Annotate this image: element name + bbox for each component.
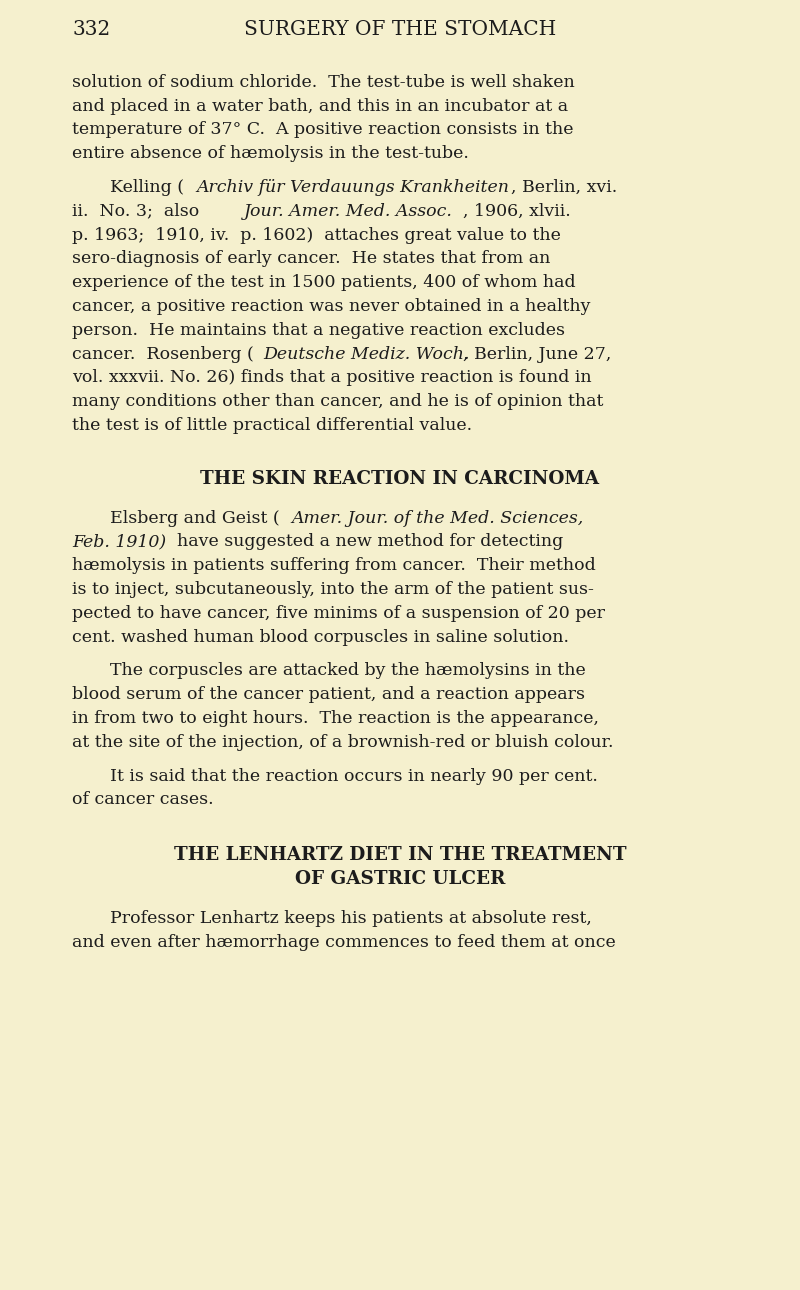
- Text: , 1906, xlvii.: , 1906, xlvii.: [463, 203, 571, 219]
- Text: Professor Lenhartz keeps his patients at absolute rest,: Professor Lenhartz keeps his patients at…: [110, 909, 592, 926]
- Text: , Berlin, June 27,: , Berlin, June 27,: [463, 346, 612, 362]
- Text: OF GASTRIC ULCER: OF GASTRIC ULCER: [295, 869, 505, 888]
- Text: Deutsche Mediz. Woch.: Deutsche Mediz. Woch.: [263, 346, 470, 362]
- Text: p. 1963;  1910, iv.  p. 1602)  attaches great value to the: p. 1963; 1910, iv. p. 1602) attaches gre…: [72, 227, 561, 244]
- Text: 332: 332: [72, 21, 110, 39]
- Text: THE LENHARTZ DIET IN THE TREATMENT: THE LENHARTZ DIET IN THE TREATMENT: [174, 846, 626, 864]
- Text: have suggested a new method for detecting: have suggested a new method for detectin…: [177, 533, 563, 551]
- Text: Feb. 1910): Feb. 1910): [72, 533, 172, 551]
- Text: hæmolysis in patients suffering from cancer.  Their method: hæmolysis in patients suffering from can…: [72, 557, 596, 574]
- Text: many conditions other than cancer, and he is of opinion that: many conditions other than cancer, and h…: [72, 393, 603, 410]
- Text: cancer, a positive reaction was never obtained in a healthy: cancer, a positive reaction was never ob…: [72, 298, 590, 315]
- Text: is to inject, subcutaneously, into the arm of the patient sus-: is to inject, subcutaneously, into the a…: [72, 580, 594, 599]
- Text: Archiv für Verdauungs Krankheiten: Archiv für Verdauungs Krankheiten: [196, 179, 509, 196]
- Text: cent. washed human blood corpuscles in saline solution.: cent. washed human blood corpuscles in s…: [72, 628, 569, 645]
- Text: blood serum of the cancer patient, and a reaction appears: blood serum of the cancer patient, and a…: [72, 686, 585, 703]
- Text: Amer. Jour. of the Med. Sciences,: Amer. Jour. of the Med. Sciences,: [291, 510, 584, 526]
- Text: the test is of little practical differential value.: the test is of little practical differen…: [72, 417, 472, 433]
- Text: , Berlin, xvi.: , Berlin, xvi.: [511, 179, 618, 196]
- Text: It is said that the reaction occurs in nearly 90 per cent.: It is said that the reaction occurs in n…: [110, 768, 598, 784]
- Text: and even after hæmorrhage commences to feed them at once: and even after hæmorrhage commences to f…: [72, 934, 616, 951]
- Text: at the site of the injection, of a brownish-red or bluish colour.: at the site of the injection, of a brown…: [72, 734, 614, 751]
- Text: Kelling (: Kelling (: [110, 179, 184, 196]
- Text: Elsberg and Geist (: Elsberg and Geist (: [110, 510, 280, 526]
- Text: person.  He maintains that a negative reaction excludes: person. He maintains that a negative rea…: [72, 321, 565, 339]
- Text: THE SKIN REACTION IN CARCINOMA: THE SKIN REACTION IN CARCINOMA: [201, 470, 599, 488]
- Text: SURGERY OF THE STOMACH: SURGERY OF THE STOMACH: [244, 21, 556, 39]
- Text: experience of the test in 1500 patients, 400 of whom had: experience of the test in 1500 patients,…: [72, 275, 576, 292]
- Text: sero-diagnosis of early cancer.  He states that from an: sero-diagnosis of early cancer. He state…: [72, 250, 550, 267]
- Text: The corpuscles are attacked by the hæmolysins in the: The corpuscles are attacked by the hæmol…: [110, 662, 586, 680]
- Text: vol. xxxvii. No. 26) finds that a positive reaction is found in: vol. xxxvii. No. 26) finds that a positi…: [72, 369, 592, 387]
- Text: and placed in a water bath, and this in an incubator at a: and placed in a water bath, and this in …: [72, 98, 568, 115]
- Text: Jour. Amer. Med. Assoc.: Jour. Amer. Med. Assoc.: [244, 203, 453, 219]
- Text: solution of sodium chloride.  The test-tube is well shaken: solution of sodium chloride. The test-tu…: [72, 74, 574, 90]
- Text: entire absence of hæmolysis in the test-tube.: entire absence of hæmolysis in the test-…: [72, 146, 469, 163]
- Text: temperature of 37° C.  A positive reaction consists in the: temperature of 37° C. A positive reactio…: [72, 121, 574, 138]
- Text: in from two to eight hours.  The reaction is the appearance,: in from two to eight hours. The reaction…: [72, 710, 599, 728]
- Text: ii.  No. 3;  also: ii. No. 3; also: [72, 203, 205, 219]
- Text: pected to have cancer, five minims of a suspension of 20 per: pected to have cancer, five minims of a …: [72, 605, 605, 622]
- Text: cancer.  Rosenberg (: cancer. Rosenberg (: [72, 346, 254, 362]
- Text: of cancer cases.: of cancer cases.: [72, 791, 214, 809]
